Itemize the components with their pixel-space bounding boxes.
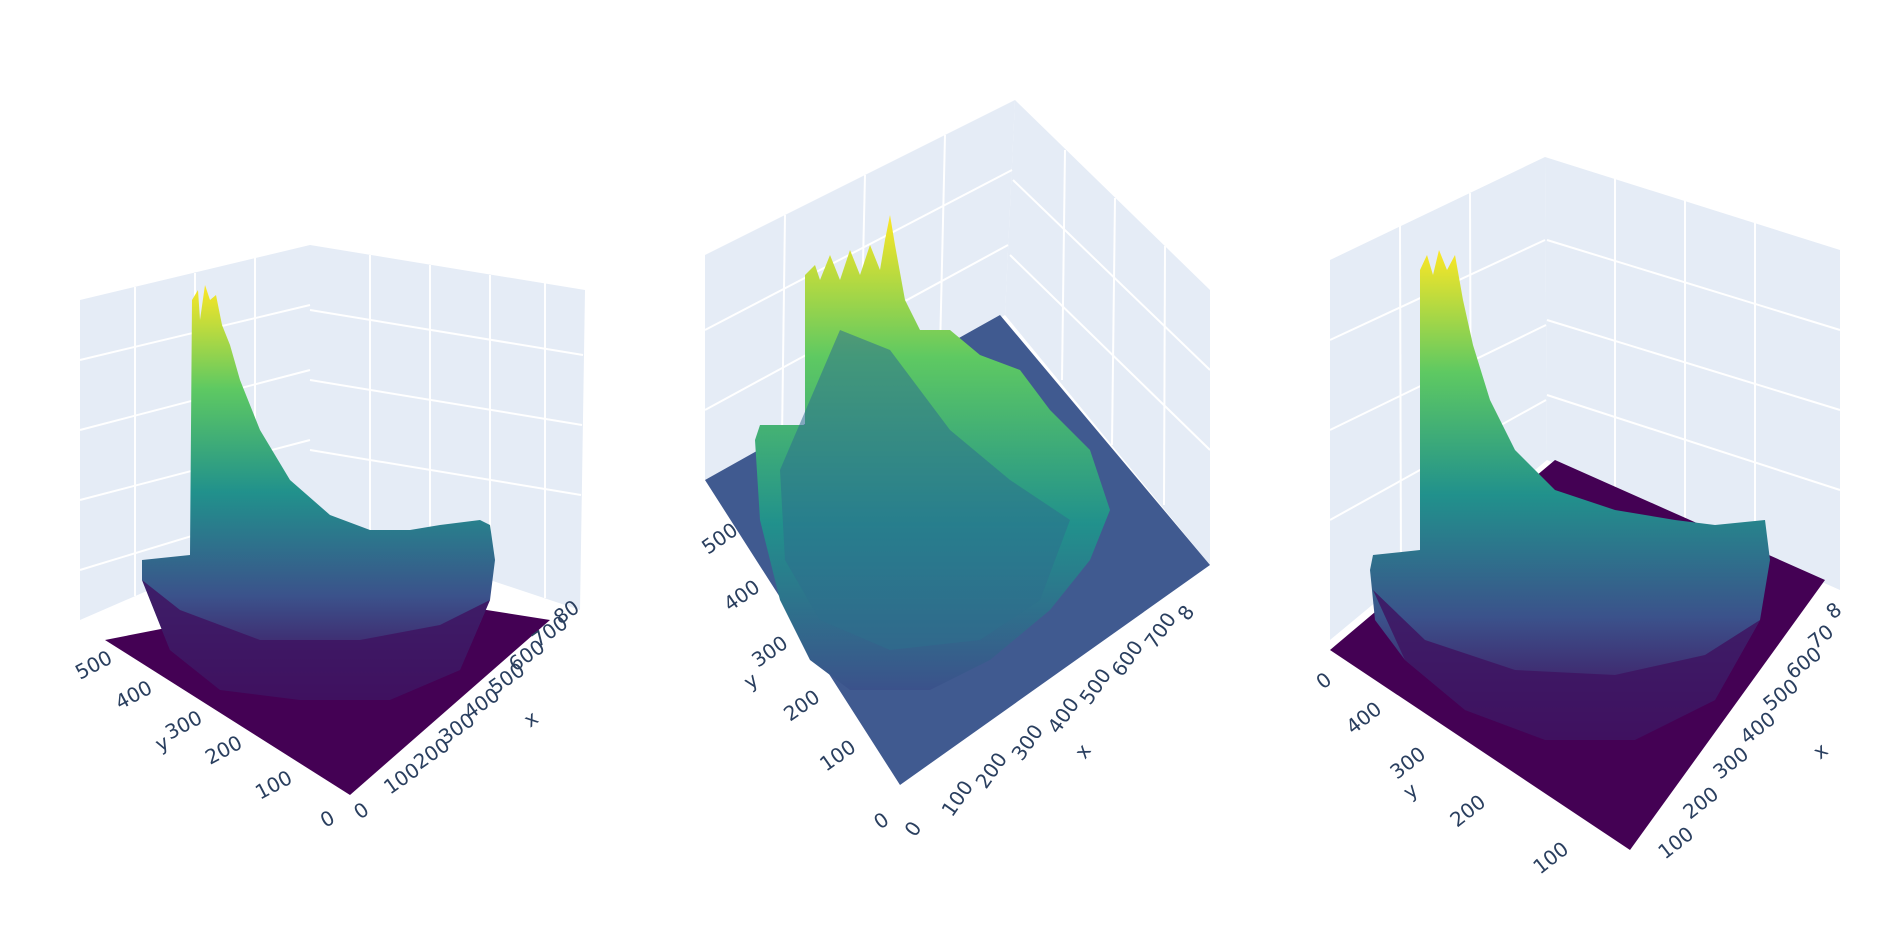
grid-lines: [1329, 178, 1841, 581]
x-tick: 0: [349, 797, 373, 824]
y-tick: 100: [815, 735, 860, 777]
x-tick: 700: [1139, 608, 1181, 653]
x-tick: 200: [970, 748, 1012, 793]
x-axis-title: x: [519, 706, 543, 733]
back-pane-right: [1005, 100, 1210, 565]
x-tick: 400: [1042, 693, 1084, 738]
x-tick: 8: [1821, 597, 1846, 624]
y-tick: 400: [1341, 697, 1386, 739]
y-tick: 0: [1315, 667, 1336, 694]
y-tick: 200: [201, 730, 246, 769]
surface-plot-2[interactable]: 500 400 300 200 100 0 y 0 100 200 300 40…: [690, 0, 1230, 939]
y-tick: 300: [747, 631, 792, 673]
y-tick: 100: [251, 765, 296, 804]
x-tick: 100: [1653, 822, 1698, 864]
back-pane-right: [310, 245, 585, 610]
x-tick: 0: [899, 817, 926, 841]
y-tick: 400: [111, 675, 156, 714]
y-tick: 0: [869, 807, 893, 834]
surface-body: [142, 285, 495, 700]
x-tick: 100: [936, 776, 978, 821]
surface-texture: [780, 330, 1070, 650]
y-axis-title: y: [1398, 778, 1422, 804]
x-tick: 200: [1678, 782, 1723, 824]
y-tick: 100: [1528, 837, 1573, 879]
grid-lines: [704, 134, 1211, 506]
surface-plot-1[interactable]: 500 400 300 200 100 0 y 0 100 200 300 40…: [60, 0, 620, 939]
x-axis-title: x: [1069, 739, 1096, 763]
y-axis-title: y: [739, 668, 763, 695]
x-tick: 600: [1106, 636, 1148, 681]
surface-front-shade: [142, 580, 490, 700]
surface-front-shade: [1373, 590, 1760, 740]
surface-body: [1370, 250, 1770, 740]
surface-plot-1-svg: 500 400 300 200 100 0 y 0 100 200 300 40…: [71, 245, 585, 832]
y-tick: 200: [1445, 790, 1490, 832]
x-axis-title: x: [1808, 738, 1832, 764]
surface-plot-3-svg: 0 400 300 200 100 y 100 200 300 400 500 …: [1311, 157, 1846, 879]
y-tick: 300: [161, 705, 206, 744]
y-tick: 300: [1385, 742, 1430, 784]
surface-plot-3[interactable]: 0 400 300 200 100 y 100 200 300 400 500 …: [1311, 0, 1855, 939]
y-tick: 200: [779, 685, 824, 727]
y-tick: 500: [71, 645, 116, 684]
back-pane-right: [1545, 157, 1840, 590]
surface-plot-2-svg: 500 400 300 200 100 0 y 0 100 200 300 40…: [697, 100, 1211, 841]
y-tick: 0: [316, 805, 339, 832]
x-tick: 300: [1006, 720, 1048, 765]
y-tick: 400: [719, 575, 764, 617]
x-tick: 300: [1708, 742, 1753, 784]
